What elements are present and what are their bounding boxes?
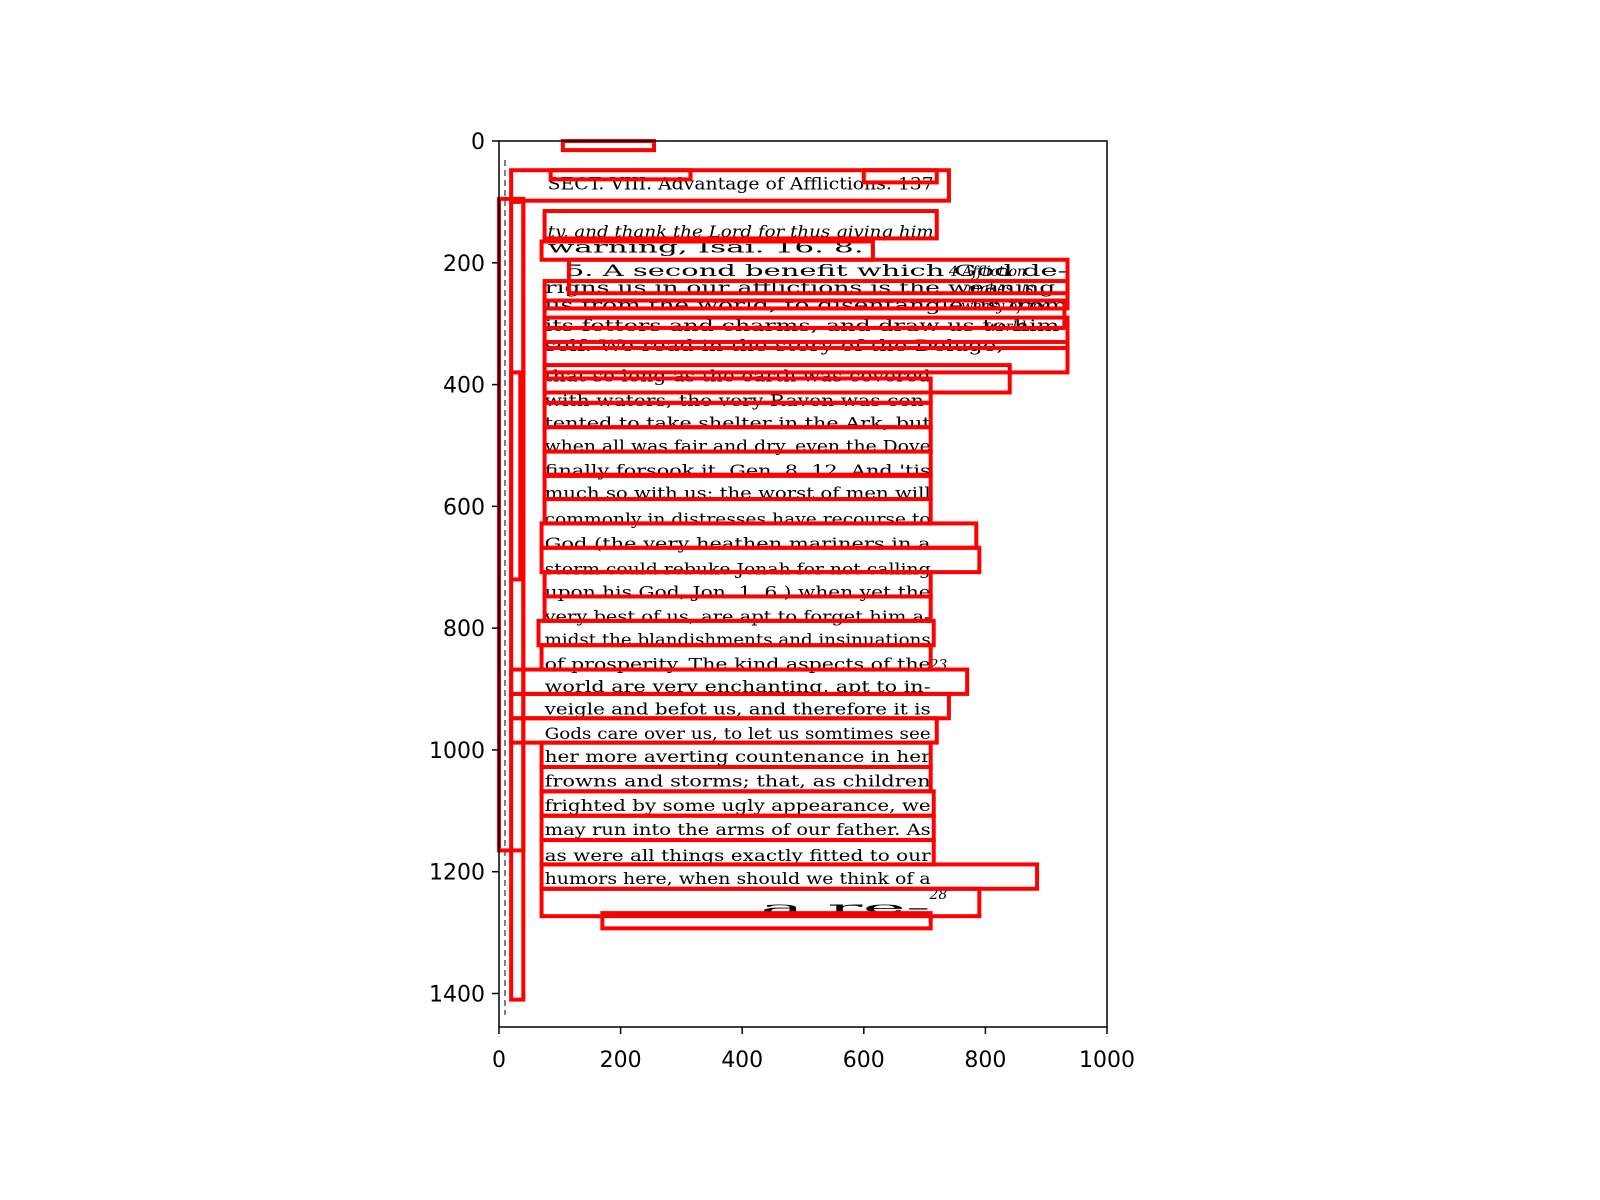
ocr-bbox bbox=[509, 199, 526, 1002]
text-line: frighted by some ugly appearance, we bbox=[545, 796, 931, 815]
text-line: upon his God, Jon. 1. 6.) when yet the bbox=[545, 583, 931, 602]
y-tick-label: 1000 bbox=[429, 739, 485, 764]
x-tick-label: 600 bbox=[843, 1048, 885, 1073]
x-tick-label: 200 bbox=[600, 1048, 642, 1073]
margin-note: 4 Affliction bbox=[948, 264, 1026, 280]
margin-note: 28 bbox=[928, 887, 947, 903]
ocr-bbox bbox=[542, 339, 1070, 375]
x-tick-label: 1000 bbox=[1079, 1048, 1135, 1073]
y-tick-label: 800 bbox=[443, 617, 485, 642]
text-line: her more averting countenance in her bbox=[545, 747, 932, 766]
text-line: storm could rebuke Jonah for not calling bbox=[545, 560, 931, 579]
text-line: God (the very heathen mariners in a bbox=[545, 534, 932, 553]
y-tick-label: 200 bbox=[443, 252, 485, 277]
text-line: tented to take shelter in the Ark, but bbox=[545, 413, 932, 432]
ocr-bbox bbox=[566, 257, 1070, 296]
ocr-bbox bbox=[542, 209, 939, 241]
y-tick-label: 1400 bbox=[429, 983, 485, 1008]
ocr-bbox bbox=[542, 315, 1070, 351]
text-line: frowns and storms; that, as children bbox=[545, 771, 931, 790]
bbox-layer bbox=[497, 139, 1070, 1002]
text-line: with waters, the very Raven was con- bbox=[545, 391, 931, 410]
x-tick-label: 0 bbox=[492, 1048, 506, 1073]
ocr-bbox bbox=[600, 911, 933, 931]
y-tick-label: 0 bbox=[471, 130, 485, 155]
y-tick-label: 1200 bbox=[429, 861, 485, 886]
page-background bbox=[499, 141, 1107, 1027]
ocr-bbox bbox=[542, 298, 1067, 330]
text-line: very best of us, are apt to forget him a… bbox=[543, 607, 930, 626]
y-tick-label: 400 bbox=[443, 374, 485, 399]
text-line: 5. A second benefit which God de- bbox=[566, 261, 1068, 280]
text-line: self. We read in the story of the Deluge… bbox=[545, 336, 1004, 355]
axes-layer: 0 200 400 600 800 1000 0 200 400 600 800 1000 1200 14… bbox=[429, 130, 1135, 1073]
text-line: humors here, when should we think of a bbox=[545, 869, 932, 888]
y-tick-label: 600 bbox=[443, 495, 485, 520]
ocr-bbox bbox=[509, 168, 951, 203]
ocr-bbox bbox=[542, 279, 1070, 311]
ocr-bbox bbox=[539, 886, 982, 919]
text-line: veigle and befot us, and therefore it is bbox=[543, 700, 930, 719]
text-line: commonly in distresses have recourse to bbox=[545, 510, 931, 529]
axes-frame bbox=[498, 140, 1108, 1028]
text-line: may run into the arms of our father. As bbox=[545, 820, 931, 839]
text-line: as were all things exactly fitted to our bbox=[545, 846, 932, 865]
ocr-bbox bbox=[548, 168, 693, 182]
text-line: that so long as the earth was covered bbox=[545, 367, 931, 386]
text-line: Gods care over us, to let us somtimes se… bbox=[545, 724, 931, 743]
x-tick-label: 800 bbox=[964, 1048, 1006, 1073]
x-tick-label: 400 bbox=[721, 1048, 763, 1073]
ocr-bbox bbox=[861, 168, 939, 185]
text-line: world are very enchanting, apt to in- bbox=[545, 677, 931, 696]
document-page: SECT. VIII. Advantage of Afflictions. 13… bbox=[429, 130, 1135, 1073]
text-line: its fetters and charms, and draw us to h… bbox=[545, 316, 1068, 335]
